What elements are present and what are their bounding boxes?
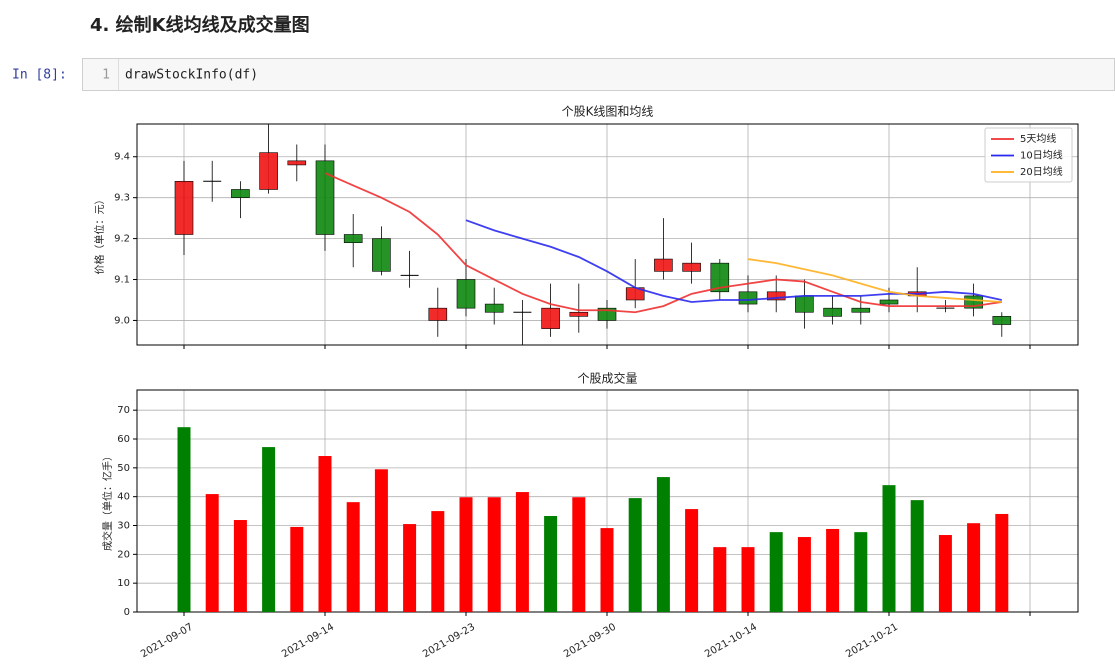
candle-body [315,160,335,235]
bar [374,469,388,612]
y-tick-label: 0 [124,607,130,618]
candle-body [231,189,250,198]
y-tick-label: 50 [117,463,130,474]
chart-title: 个股成交量 [577,371,637,386]
candle-body [569,311,589,317]
y-tick-label: 60 [117,434,130,445]
section-title: 4. 绘制K线均线及成交量图 [90,14,310,36]
bar [290,526,304,612]
bar [403,524,417,612]
ma-line [465,219,1002,303]
bar [797,537,811,612]
y-tick-label: 9.0 [114,315,130,326]
y-axis-label: 成交量（单位：亿手） [101,451,114,551]
candle-body [766,291,786,301]
y-tick-label: 10 [117,578,130,589]
bar [854,532,868,612]
candle-body [343,234,363,243]
bar [487,497,501,612]
legend-box [984,127,1073,183]
chart-title: 个股K线图和均线 [562,105,654,119]
bar [431,511,445,612]
y-tick-label: 30 [117,521,130,532]
bar [346,502,360,612]
ma-line [747,258,1002,303]
candle-body [287,160,307,166]
bar [205,494,219,612]
bar [713,547,727,612]
bar [938,535,952,612]
legend-label: 20日均线 [1020,165,1063,178]
bar [600,528,614,612]
candle-body [372,238,391,272]
plot-frame [136,123,1079,346]
bar [826,528,840,612]
y-tick-label: 9.4 [114,152,130,163]
code-cell[interactable] [82,58,1115,91]
bar [572,497,586,612]
legend-label: 5天均线 [1020,132,1056,145]
candle-body [428,307,448,321]
candle-body [992,316,1012,325]
bar [882,485,896,612]
candle-body [823,307,842,317]
candle-body [879,299,899,305]
bar [459,497,473,612]
bar [741,547,755,612]
candle-body [456,279,476,309]
bar [967,523,981,612]
y-tick-label: 9.2 [114,234,130,245]
ma-line [324,172,1002,314]
bar [515,492,529,612]
code-text[interactable]: drawStockInfo(df) [125,68,258,83]
bar [656,477,670,612]
bar [995,513,1009,612]
bar [233,520,247,612]
bar [177,427,191,612]
y-tick-label: 9.1 [114,275,130,286]
bar [910,500,924,612]
bar [769,532,783,612]
candle-body [174,180,194,235]
y-axis-label: 价格（单位：元） [93,195,106,275]
y-tick-label: 70 [117,405,130,416]
y-tick-label: 9.3 [114,193,130,204]
legend-label: 10日均线 [1020,149,1063,162]
bar [685,509,699,612]
y-tick-label: 40 [117,492,130,503]
bar [544,515,558,612]
candle-body [654,258,673,272]
candle-body [851,307,871,313]
candle-body [795,295,814,313]
candle-body [710,262,730,293]
bar [628,498,642,612]
y-tick-label: 20 [117,549,130,560]
bar [318,456,332,612]
candle-body [682,262,701,272]
bar [262,447,276,612]
cell-prompt: In [8]: [12,68,67,83]
line-number: 1 [102,68,110,83]
candle-body [738,291,758,305]
candle-body [484,303,504,313]
candle-body [259,152,278,190]
candle-body [541,307,560,329]
